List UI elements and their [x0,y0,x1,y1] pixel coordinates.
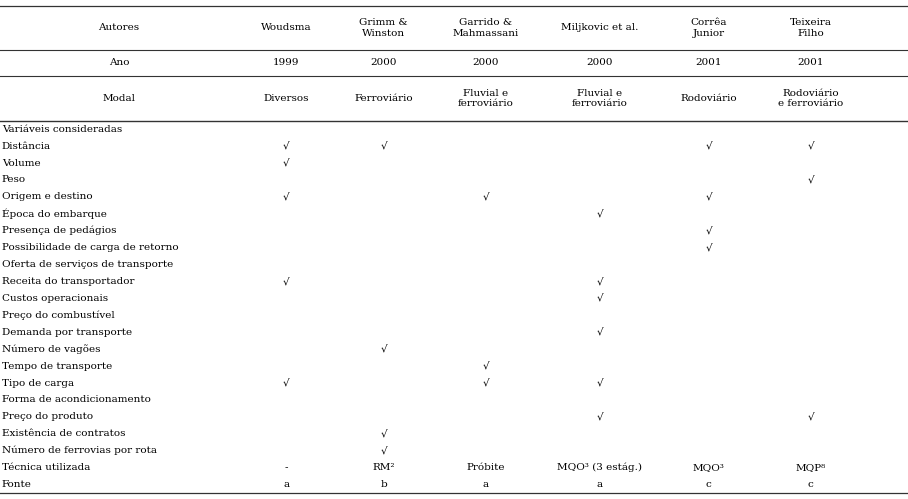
Text: √: √ [807,142,814,151]
Text: √: √ [380,446,387,455]
Text: Garrido &
Mahmassani: Garrido & Mahmassani [453,18,518,37]
Text: Época do embarque: Época do embarque [2,209,107,219]
Text: 2001: 2001 [696,58,722,67]
Text: MQP⁸: MQP⁸ [795,463,826,472]
Text: √: √ [380,142,387,151]
Text: √: √ [283,159,290,168]
Text: Preço do combustível: Preço do combustível [2,310,114,320]
Text: √: √ [706,243,712,252]
Text: Diversos: Diversos [263,94,310,103]
Text: √: √ [807,412,814,421]
Text: Número de ferrovias por rota: Número de ferrovias por rota [2,446,157,456]
Text: √: √ [283,142,290,151]
Text: Preço do produto: Preço do produto [2,412,93,421]
Text: √: √ [482,193,489,202]
Text: RM²: RM² [372,463,395,472]
Text: √: √ [597,412,603,421]
Text: Rodoviário: Rodoviário [680,94,737,103]
Text: c: c [706,480,712,489]
Text: Possibilidade de carga de retorno: Possibilidade de carga de retorno [2,243,179,252]
Text: Modal: Modal [103,94,135,103]
Text: Técnica utilizada: Técnica utilizada [2,463,90,472]
Text: Forma de acondicionamento: Forma de acondicionamento [2,395,151,405]
Text: Existência de contratos: Existência de contratos [2,429,125,438]
Text: 2000: 2000 [370,58,397,67]
Text: Demanda por transporte: Demanda por transporte [2,328,132,337]
Text: 1999: 1999 [273,58,300,67]
Text: √: √ [482,362,489,371]
Text: √: √ [380,345,387,354]
Text: √: √ [706,226,712,235]
Text: -: - [285,463,288,472]
Text: Ferroviário: Ferroviário [354,94,413,103]
Text: b: b [380,480,387,489]
Text: Presença de pedágios: Presença de pedágios [2,226,116,236]
Text: √: √ [597,379,603,388]
Text: Peso: Peso [2,176,26,185]
Text: √: √ [283,193,290,202]
Text: √: √ [706,193,712,202]
Text: 2001: 2001 [797,58,824,67]
Text: Miljkovic et al.: Miljkovic et al. [561,23,638,32]
Text: a: a [597,480,603,489]
Text: Variáveis consideradas: Variáveis consideradas [2,125,122,134]
Text: Corrêa
Junior: Corrêa Junior [690,18,727,37]
Text: Tempo de transporte: Tempo de transporte [2,362,112,371]
Text: MQO³: MQO³ [693,463,725,472]
Text: √: √ [597,209,603,219]
Text: Volume: Volume [2,159,41,168]
Text: Grimm &
Winston: Grimm & Winston [360,18,408,37]
Text: Custos operacionais: Custos operacionais [2,294,108,303]
Text: Rodoviário
e ferroviário: Rodoviário e ferroviário [778,89,844,108]
Text: a: a [483,480,489,489]
Text: Origem e destino: Origem e destino [2,193,93,202]
Text: Fluvial e
ferroviário: Fluvial e ferroviário [458,89,514,108]
Text: Ano: Ano [109,58,129,67]
Text: Próbite: Próbite [467,463,505,472]
Text: 2000: 2000 [472,58,499,67]
Text: √: √ [482,379,489,388]
Text: Fonte: Fonte [2,480,32,489]
Text: a: a [283,480,290,489]
Text: Autores: Autores [98,23,140,32]
Text: Oferta de serviços de transporte: Oferta de serviços de transporte [2,260,173,269]
Text: Woudsma: Woudsma [262,23,311,32]
Text: 2000: 2000 [587,58,613,67]
Text: √: √ [597,277,603,286]
Text: Número de vagões: Número de vagões [2,344,100,354]
Text: √: √ [597,294,603,303]
Text: Fluvial e
ferroviário: Fluvial e ferroviário [572,89,627,108]
Text: √: √ [706,142,712,151]
Text: √: √ [283,277,290,286]
Text: c: c [808,480,814,489]
Text: √: √ [597,328,603,337]
Text: √: √ [807,176,814,185]
Text: Teixeira
Filho: Teixeira Filho [790,18,832,37]
Text: MQO³ (3 estág.): MQO³ (3 estág.) [558,463,642,473]
Text: √: √ [283,379,290,388]
Text: Receita do transportador: Receita do transportador [2,277,134,286]
Text: √: √ [380,429,387,438]
Text: Tipo de carga: Tipo de carga [2,379,74,388]
Text: Distância: Distância [2,142,51,151]
